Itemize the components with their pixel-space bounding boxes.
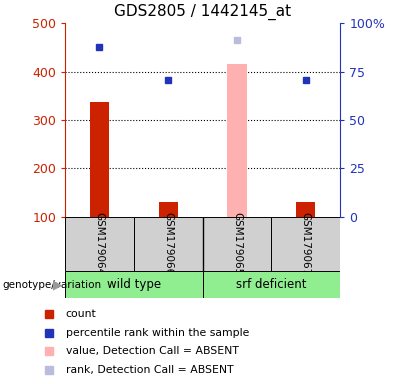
Bar xyxy=(271,217,340,271)
Bar xyxy=(227,64,247,217)
Text: GSM179067: GSM179067 xyxy=(301,212,311,275)
Bar xyxy=(65,271,203,298)
Text: percentile rank within the sample: percentile rank within the sample xyxy=(66,328,249,338)
Text: GSM179066: GSM179066 xyxy=(163,212,173,275)
Title: GDS2805 / 1442145_at: GDS2805 / 1442145_at xyxy=(114,4,291,20)
Bar xyxy=(90,102,109,217)
Bar xyxy=(202,271,340,298)
Bar xyxy=(65,217,134,271)
Text: genotype/variation: genotype/variation xyxy=(2,280,101,290)
Bar xyxy=(202,217,271,271)
Bar xyxy=(134,217,203,271)
Text: wild type: wild type xyxy=(107,278,161,291)
Text: count: count xyxy=(66,310,96,319)
Bar xyxy=(296,202,315,217)
Text: value, Detection Call = ABSENT: value, Detection Call = ABSENT xyxy=(66,346,239,356)
Text: GSM179064: GSM179064 xyxy=(94,212,105,275)
Text: rank, Detection Call = ABSENT: rank, Detection Call = ABSENT xyxy=(66,365,233,375)
Text: GSM179065: GSM179065 xyxy=(232,212,242,275)
Text: ▶: ▶ xyxy=(52,278,62,291)
Bar xyxy=(159,202,178,217)
Text: srf deficient: srf deficient xyxy=(236,278,307,291)
